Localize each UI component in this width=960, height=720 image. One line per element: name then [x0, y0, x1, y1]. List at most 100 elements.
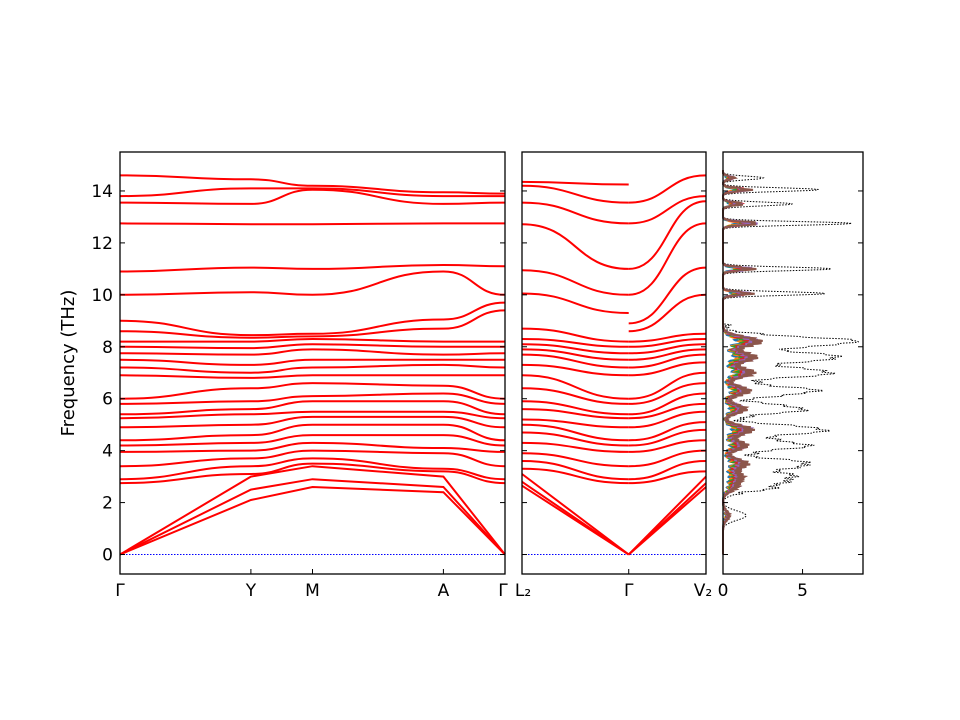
band-line [521, 400, 629, 416]
band-line [521, 473, 630, 556]
band-line [521, 363, 629, 377]
band-line [521, 223, 629, 270]
band-line [521, 184, 629, 204]
band-line [521, 327, 629, 343]
band-line [521, 387, 629, 405]
band-line [628, 371, 707, 400]
x-tick-label: V₂ [694, 581, 712, 601]
x-tick-label: A [438, 581, 450, 601]
band-line [628, 449, 707, 468]
band-line [628, 421, 707, 442]
band-line [628, 353, 707, 369]
band-line [119, 309, 506, 339]
band-line [628, 195, 707, 225]
band-panel-main: 0 2 4 6 8 10 12 14 Γ Y M A Γ [91, 151, 508, 601]
x-tick-label: L₂ [515, 581, 531, 601]
band-line [521, 180, 629, 186]
band-line [628, 470, 707, 485]
band-line [119, 174, 506, 195]
x-tick-label: Γ [498, 581, 508, 601]
band-line [628, 338, 707, 348]
y-tick-label: 6 [102, 390, 113, 410]
x-tick-label: Y [245, 581, 257, 601]
band-line [628, 361, 707, 377]
y-axis-title: Frequency (THz) [58, 290, 79, 437]
band-line [521, 348, 629, 361]
band-line [521, 353, 629, 369]
band-line [119, 270, 506, 296]
band-line [628, 392, 707, 416]
band-line [521, 460, 629, 481]
band-line [628, 200, 707, 270]
band-panel-main-frame [119, 151, 506, 575]
band-line [119, 478, 506, 556]
band-line [120, 337, 505, 343]
band-line [521, 408, 629, 420]
band-line [628, 382, 707, 405]
band-line [119, 392, 506, 405]
band-line [119, 358, 505, 366]
band-line [628, 222, 707, 296]
band-line [521, 452, 629, 468]
band-line [521, 338, 629, 348]
band-line [521, 343, 629, 355]
band-line [119, 301, 506, 337]
band-line [628, 174, 707, 204]
band-line [119, 441, 506, 453]
band-line [628, 266, 707, 325]
x-tick-label: 5 [797, 581, 808, 601]
band-line [628, 460, 707, 481]
band-line [521, 201, 629, 225]
band-line [119, 400, 506, 416]
band-line [119, 423, 506, 442]
band-line [521, 441, 629, 453]
band-line [521, 467, 629, 485]
band-line [628, 410, 707, 429]
band-line [627, 475, 707, 556]
band-line [119, 374, 505, 379]
band-line [628, 348, 707, 361]
band-line [119, 222, 505, 226]
band-line [119, 188, 506, 205]
band-line [521, 292, 629, 314]
y-tick-label: 0 [102, 546, 113, 566]
band-line [628, 439, 707, 453]
band-line [521, 418, 629, 429]
y-tick-label: 4 [102, 442, 113, 462]
y-tick-label: 14 [91, 182, 113, 202]
band-line [119, 449, 506, 468]
band-line [119, 462, 506, 485]
band-line [119, 363, 506, 374]
band-line [628, 332, 707, 343]
band-line [521, 431, 629, 447]
band-line [119, 263, 506, 273]
band-line [119, 457, 506, 481]
y-tick-label: 2 [102, 494, 113, 514]
band-line [119, 415, 506, 429]
band-line [119, 485, 506, 556]
band-line [119, 434, 506, 447]
band-line [628, 343, 707, 355]
band-line [119, 343, 505, 350]
x-tick-label: Γ [624, 581, 634, 601]
y-tick-label: 12 [91, 234, 113, 254]
band-line [628, 428, 707, 447]
band-panel-branch-frame [521, 151, 707, 575]
band-line [628, 402, 707, 420]
y-tick-label: 8 [102, 338, 113, 358]
band-panel-branch: L₂ Γ V₂ [515, 151, 712, 601]
band-line [521, 423, 629, 442]
band-line [119, 187, 505, 198]
band-line [521, 269, 629, 296]
band-line [119, 348, 506, 356]
dos-panel-frame [722, 151, 864, 575]
band-line [119, 410, 506, 420]
band-line [521, 480, 630, 556]
x-tick-label: M [305, 581, 320, 601]
x-tick-label: 0 [718, 581, 729, 601]
band-line [119, 465, 506, 556]
band-line [628, 293, 707, 333]
band-line [119, 382, 506, 400]
x-tick-label: Γ [115, 581, 125, 601]
